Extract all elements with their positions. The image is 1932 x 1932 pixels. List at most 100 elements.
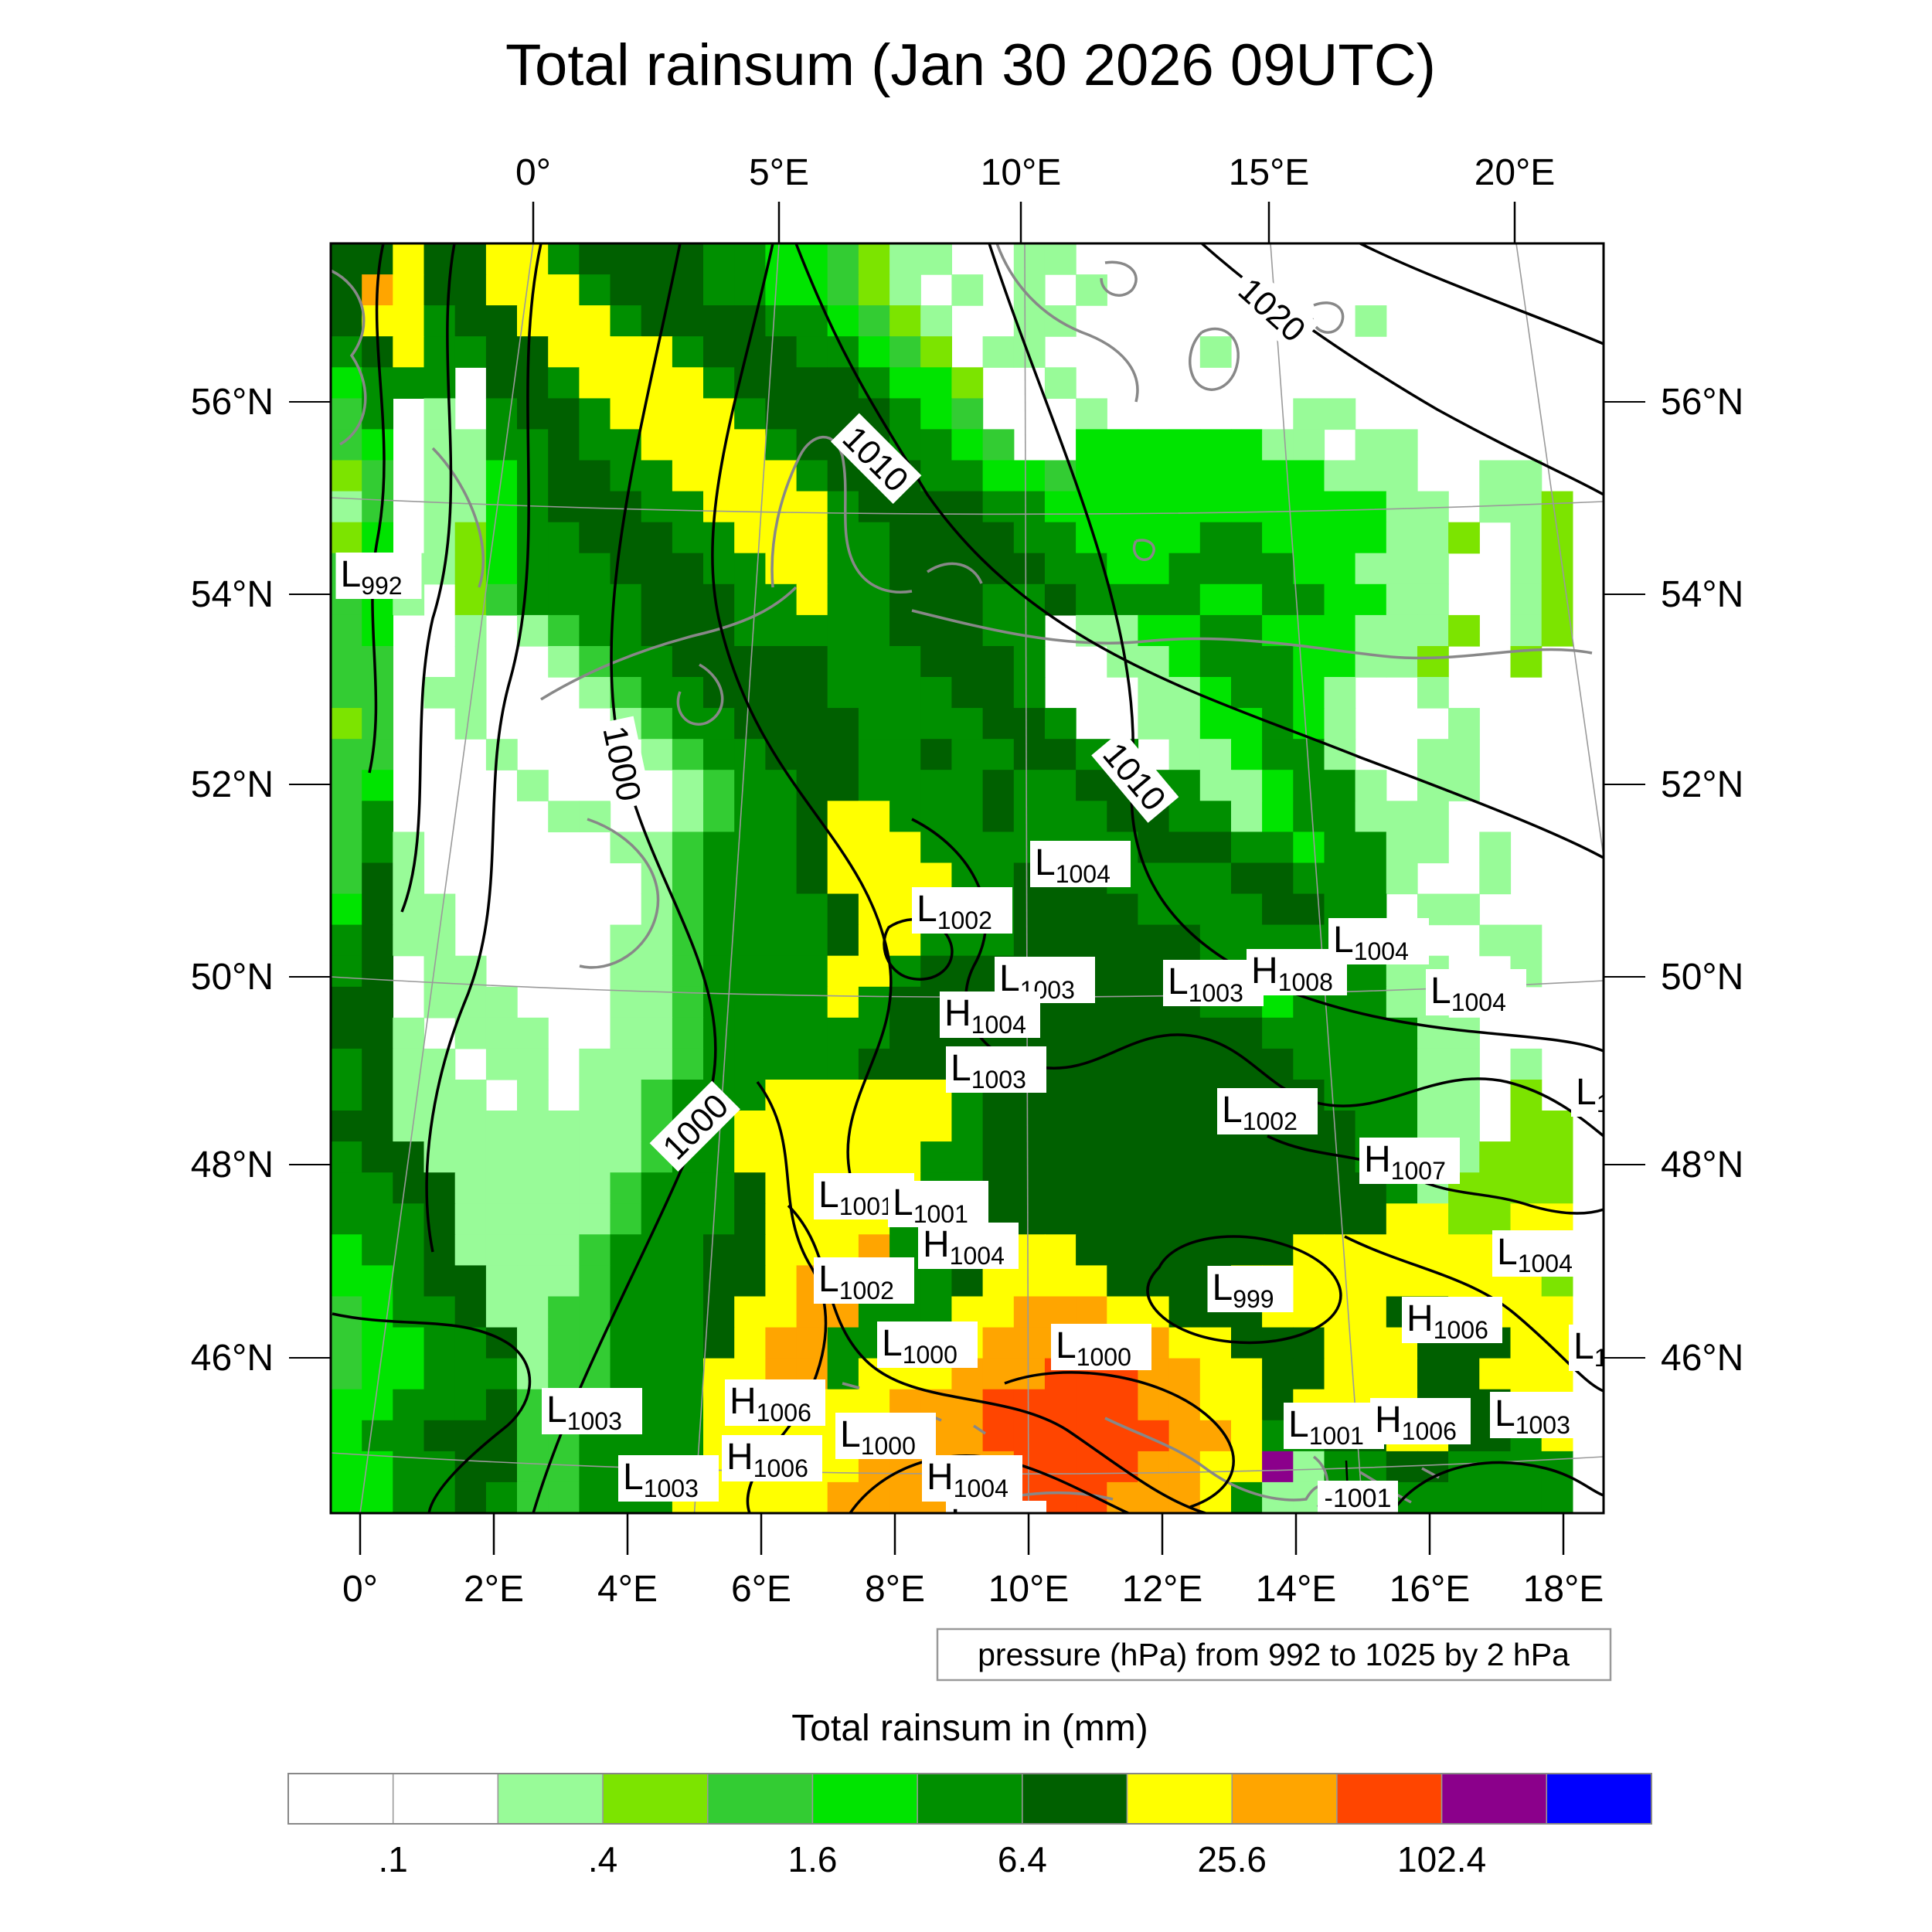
bottom-axis-label: 12°E <box>1122 1569 1203 1610</box>
precip-cell <box>1293 522 1325 554</box>
low-pressure-label: L1003 <box>1163 960 1264 1007</box>
precip-cell <box>1355 1358 1387 1390</box>
precip-cell <box>1044 1111 1077 1142</box>
precip-cell <box>703 924 735 957</box>
high-pressure-label: H1008 <box>1247 949 1347 996</box>
precip-cell <box>331 367 362 399</box>
precip-cell <box>1324 1451 1356 1483</box>
precip-cell <box>1107 1141 1139 1173</box>
precip-cell <box>1107 986 1139 1019</box>
precip-cell <box>796 893 828 926</box>
colorbar-title: Total rainsum in (mm) <box>791 1708 1148 1749</box>
precip-cell <box>1510 1358 1543 1390</box>
bottom-axis-label: 8°E <box>865 1569 925 1610</box>
precip-cell <box>1076 398 1107 430</box>
precip-cell <box>331 1327 362 1359</box>
precip-cell <box>765 801 798 832</box>
precip-cell <box>1541 1141 1573 1173</box>
precip-cell <box>610 1048 642 1080</box>
precip-cell <box>796 1048 828 1080</box>
precip-cell <box>331 1017 362 1049</box>
precip-cell <box>951 1111 984 1142</box>
precip-cell <box>1231 646 1263 678</box>
precip-cell <box>393 1017 425 1049</box>
precip-cell <box>765 305 798 337</box>
top-axis-label: 0° <box>515 152 551 193</box>
precip-cell <box>1386 832 1418 864</box>
precip-cell <box>1355 460 1387 492</box>
precip-cell <box>331 801 362 832</box>
precip-cell <box>1355 1017 1387 1049</box>
high-pressure-label: H1006 <box>1370 1398 1471 1445</box>
precip-cell <box>734 986 766 1019</box>
precip-cell <box>1013 1265 1046 1298</box>
precip-cell <box>951 1389 984 1421</box>
precip-cell <box>1324 832 1356 864</box>
low-pressure-label: L1000 <box>877 1321 978 1369</box>
precip-cell <box>1168 1172 1201 1204</box>
precip-cell <box>951 801 984 832</box>
left-axis-label: 46°N <box>191 1338 274 1379</box>
pressure-label-box <box>1571 1070 1604 1117</box>
precip-cell <box>331 460 362 492</box>
precip-cell <box>423 1048 456 1080</box>
precip-cell <box>362 429 393 461</box>
precip-cell <box>734 553 766 585</box>
precip-cell <box>1417 1481 1449 1513</box>
precip-cell <box>1138 1111 1170 1142</box>
precip-cell <box>1107 491 1139 523</box>
precip-cell <box>1107 955 1139 988</box>
precip-cell <box>951 832 984 864</box>
precip-cell <box>1293 1296 1325 1328</box>
precip-cell <box>827 924 859 957</box>
precip-cell <box>393 367 425 399</box>
precip-cell <box>734 770 766 801</box>
precip-cell <box>423 1172 456 1204</box>
precip-cell <box>1293 460 1325 492</box>
precip-cell <box>920 553 952 585</box>
precip-cell <box>982 646 1015 678</box>
precip-cell <box>579 274 611 306</box>
precip-cell <box>362 893 393 926</box>
colorbar-cell <box>811 1773 918 1825</box>
precip-cell <box>454 646 487 678</box>
precip-cell <box>579 367 611 399</box>
precip-cell <box>1168 1358 1201 1390</box>
precip-cell <box>920 677 952 709</box>
precip-cell <box>1076 583 1107 616</box>
precip-cell <box>951 583 984 616</box>
precip-cell <box>641 924 673 957</box>
precip-cell <box>1448 1265 1480 1298</box>
precip-cell <box>610 1111 642 1142</box>
precip-cell <box>1168 614 1201 647</box>
precip-cell <box>703 429 735 461</box>
precip-cell <box>1293 398 1325 430</box>
isobar-label-box <box>594 716 652 811</box>
precip-cell <box>951 1420 984 1452</box>
precip-cell <box>1107 1203 1139 1235</box>
precip-cell <box>1231 491 1263 523</box>
high-pressure-label: H1006 <box>722 1435 822 1482</box>
precip-cell <box>548 336 580 368</box>
precip-cell <box>734 708 766 740</box>
precip-cell <box>796 491 828 523</box>
figure-title: Total rainsum (Jan 30 2026 09UTC) <box>505 32 1436 98</box>
precip-cell <box>454 1141 487 1173</box>
precip-cell <box>1293 862 1325 895</box>
precip-cell <box>610 1327 642 1359</box>
precip-cell <box>485 491 518 523</box>
precip-cell <box>858 243 890 275</box>
precip-cell <box>610 522 642 554</box>
precip-cell <box>1138 1389 1170 1421</box>
precip-cell <box>796 614 828 647</box>
precip-cell <box>1168 491 1201 523</box>
precip-cell <box>672 1234 704 1266</box>
precip-cell <box>951 770 984 801</box>
precip-cell <box>517 553 549 585</box>
precip-cell <box>1324 522 1356 554</box>
precip-cell <box>982 1420 1015 1452</box>
precip-cell <box>1510 1048 1543 1080</box>
pressure-label-text: H1007 <box>1364 1139 1446 1185</box>
high-pressure-label: H1004 <box>922 1455 1022 1502</box>
precip-cell <box>827 1048 859 1080</box>
